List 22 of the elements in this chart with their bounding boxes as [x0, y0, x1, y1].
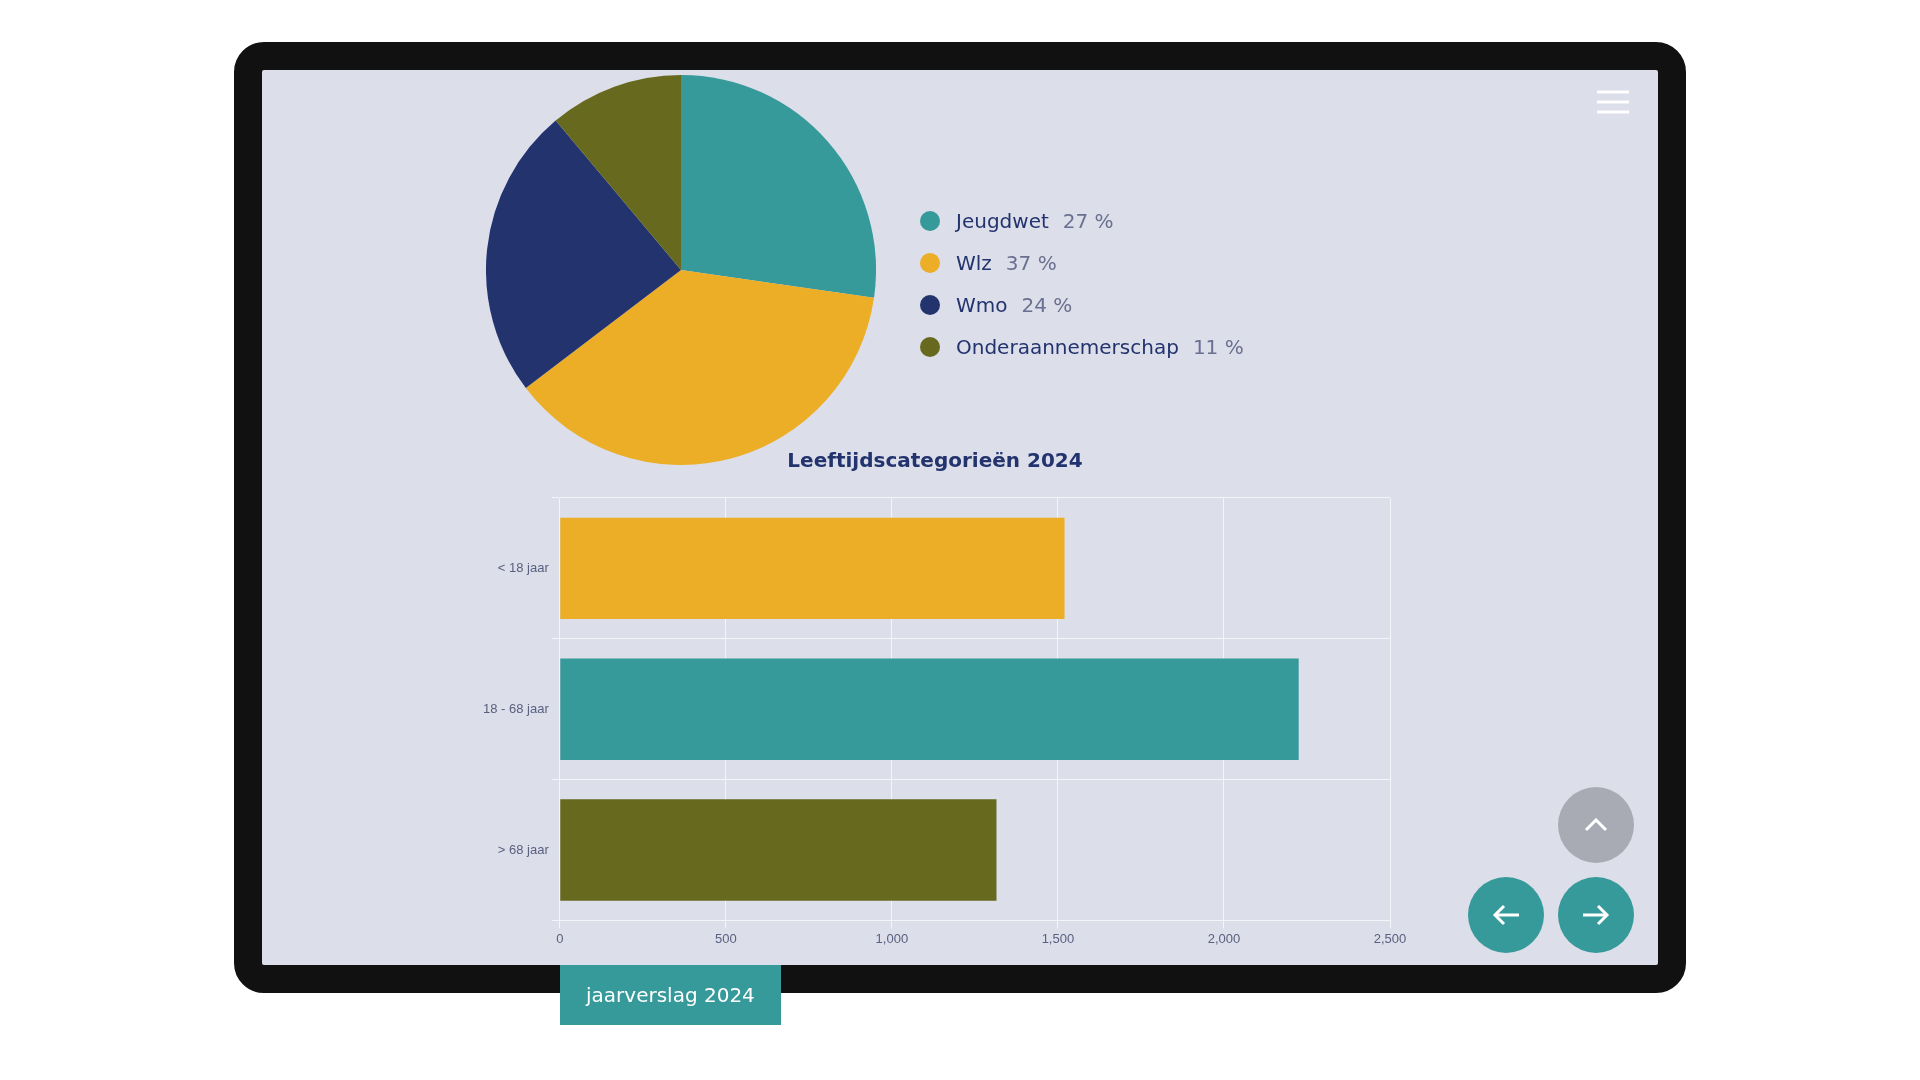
- data-label: 11 %: [1192, 335, 1244, 359]
- y-tick-label: 18 - 68 jaar: [483, 700, 550, 716]
- legend-label: Wlz: [956, 251, 992, 275]
- bar: [560, 799, 997, 901]
- legend-label: Wmo: [956, 293, 1008, 317]
- x-tick-label: 500: [714, 930, 737, 946]
- bar: [560, 517, 1065, 620]
- text: jaarverslag 2024: [560, 965, 781, 1025]
- legend-label: Onderaannemerschap: [956, 335, 1179, 359]
- legend-label: Jeugdwet: [956, 209, 1049, 233]
- x-tick-label: 1,000: [875, 930, 909, 946]
- y-tick-label: < 18 jaar: [497, 559, 550, 575]
- data-label: 24 %: [1021, 293, 1073, 317]
- data-label: 37 %: [1005, 251, 1057, 275]
- x-tick-label: 1,500: [1041, 930, 1075, 946]
- data-label: 27 %: [1062, 209, 1114, 233]
- x-tick-label: 0: [556, 930, 564, 946]
- x-tick-label: 2,500: [1373, 930, 1407, 946]
- y-tick-label: > 68 jaar: [497, 841, 550, 857]
- x-tick-label: 2,000: [1207, 930, 1241, 946]
- bar: [560, 658, 1299, 760]
- chart-title: Leeftijdscategorieën 2024: [787, 448, 1083, 473]
